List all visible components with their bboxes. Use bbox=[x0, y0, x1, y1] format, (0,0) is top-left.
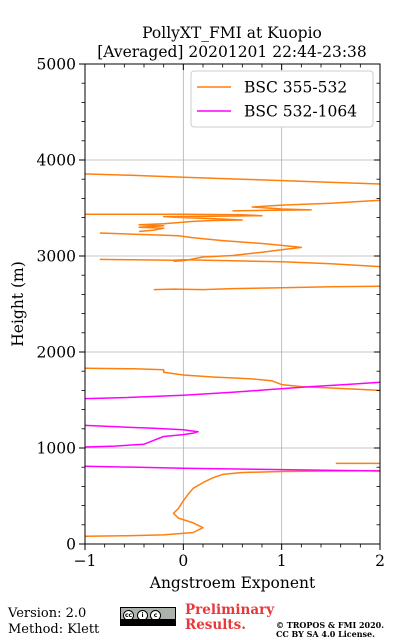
x-tick-label-2: 1 bbox=[277, 552, 287, 570]
chart-title-line1: PollyXT_FMI at Kuopio bbox=[142, 24, 322, 42]
chart-canvas: PollyXT_FMI at Kuopio [Averaged] 2020120… bbox=[9, 24, 385, 592]
y-tick-label-4: 4000 bbox=[37, 152, 76, 170]
method-text: Method: Klett bbox=[8, 622, 100, 637]
series-bsc-532-1064-segment-2 bbox=[84, 381, 381, 400]
legend-label-bsc-355-532: BSC 355-532 bbox=[244, 79, 347, 97]
plot-frame bbox=[84, 63, 381, 545]
series-bsc-355-532-segment-8 bbox=[84, 173, 381, 185]
y-tick-label-0: 0 bbox=[66, 536, 76, 554]
series-bsc-355-532-segment-2 bbox=[84, 367, 381, 392]
cc-by-sa-license-icon: cc i c bbox=[120, 607, 176, 626]
legend: BSC 355-532 BSC 532-1064 bbox=[190, 70, 374, 128]
legend-label-bsc-532-1064: BSC 532-1064 bbox=[244, 103, 357, 121]
y-axis-label: Height (m) bbox=[9, 261, 27, 347]
y-tick-label-2: 2000 bbox=[37, 344, 76, 362]
x-axis-label: Angstroem Exponent bbox=[149, 574, 316, 592]
x-tick-label-0: −1 bbox=[74, 552, 97, 570]
plot-series bbox=[84, 173, 381, 538]
series-bsc-532-1064-segment-1 bbox=[84, 424, 199, 448]
chart-title-line2: [Averaged] 20201201 22:44-23:38 bbox=[97, 43, 367, 61]
y-tick-label-3: 3000 bbox=[37, 248, 76, 266]
series-bsc-355-532-segment-7 bbox=[232, 199, 381, 212]
series-bsc-355-532-segment-6 bbox=[85, 213, 263, 233]
copyright-line1: © TROPOS & FMI 2020. bbox=[276, 620, 385, 630]
grid-lines bbox=[85, 64, 380, 544]
series-bsc-355-532-segment-4 bbox=[99, 258, 381, 268]
x-tick-label-3: 2 bbox=[375, 552, 385, 570]
series-bsc-355-532-segment-3 bbox=[153, 285, 381, 291]
series-bsc-532-1064-segment-0 bbox=[84, 465, 381, 472]
series-bsc-355-532-segment-5 bbox=[99, 232, 303, 263]
copyright-line2: CC BY SA 4.0 License. bbox=[276, 629, 375, 639]
y-tick-label-5: 5000 bbox=[37, 56, 76, 74]
y-tick-label-1: 1000 bbox=[37, 440, 76, 458]
tick-marks bbox=[79, 63, 381, 550]
x-tick-label-1: 0 bbox=[178, 552, 188, 570]
axes bbox=[84, 63, 381, 545]
preliminary-text-line1: Preliminary bbox=[185, 602, 275, 618]
cc-badge-bar bbox=[121, 619, 175, 625]
legend-box bbox=[190, 70, 374, 128]
preliminary-text-line2: Results. bbox=[185, 617, 246, 633]
series-bsc-355-532-segment-0 bbox=[84, 469, 381, 538]
version-text: Version: 2.0 bbox=[8, 606, 87, 621]
